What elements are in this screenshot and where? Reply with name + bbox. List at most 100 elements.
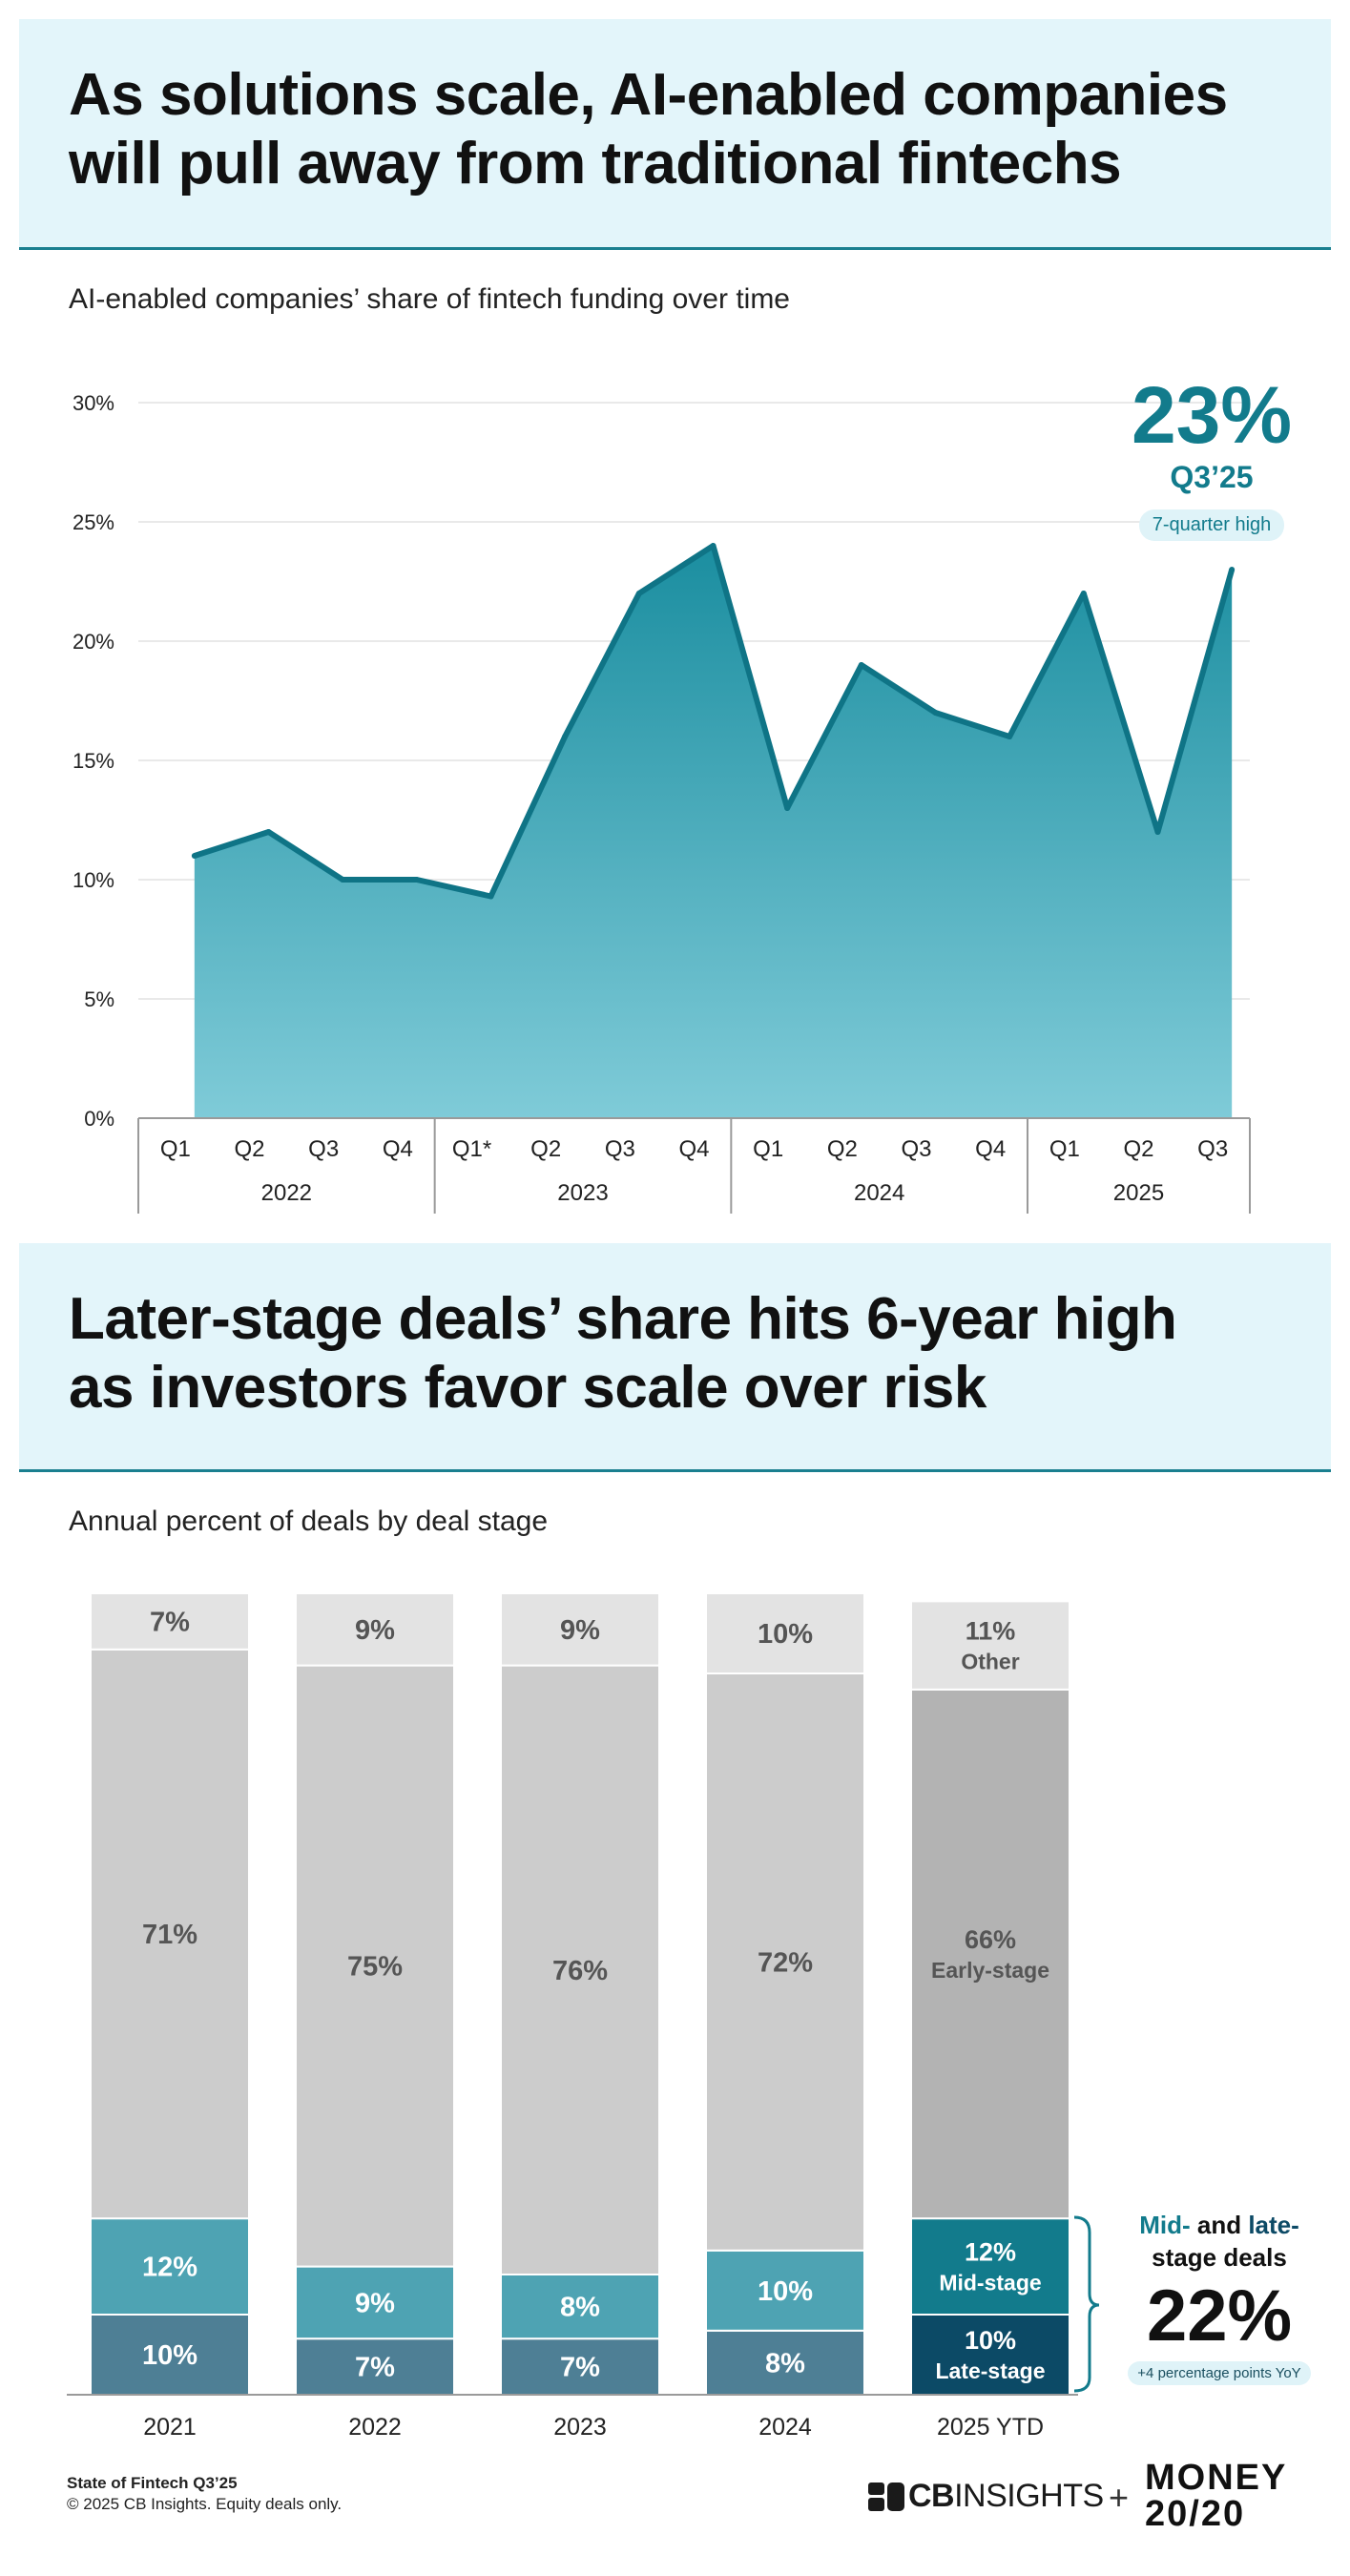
- bar-value-label: 8%: [560, 2293, 600, 2323]
- bar-value-label: 8%: [765, 2348, 805, 2379]
- bar-segment-early-stage: [90, 1648, 250, 2220]
- bar-value-label: 71%: [142, 1920, 197, 1950]
- bar-category-label: 2021: [143, 2414, 197, 2441]
- callout-value-22: 22%: [1146, 2275, 1293, 2357]
- x-tick-label: Q2: [827, 1136, 858, 1162]
- bar-value-label: 66%: [965, 1925, 1016, 1954]
- bar-segment-other: [910, 1600, 1070, 1691]
- data-point: [1007, 734, 1013, 739]
- section2-title: Later-stage deals’ share hits 6-year hig…: [69, 1285, 1177, 1423]
- callout-badge: 7-quarter high: [1138, 509, 1285, 541]
- x-tick-label: Q2: [530, 1136, 561, 1162]
- x-tick-label: Q1*: [452, 1136, 491, 1162]
- footer-copyright: © 2025 CB Insights. Equity deals only.: [67, 2495, 343, 2513]
- bar-value-label: 7%: [355, 2353, 395, 2383]
- bar-category-label: 2023: [553, 2414, 607, 2441]
- bar-segment-early-stage: [910, 1688, 1070, 2220]
- y-tick-label: 30%: [73, 391, 114, 415]
- bar-segment-other: [500, 1592, 660, 1667]
- x-tick-label: Q3: [1197, 1136, 1228, 1162]
- bar-value-label: 9%: [355, 1615, 395, 1646]
- x-group-label: 2024: [854, 1180, 904, 1206]
- money2020-logo: MONEY 20/20: [1145, 2460, 1287, 2532]
- section2-title-line1: Later-stage deals’ share hits 6-year hig…: [69, 1286, 1177, 1352]
- callout-heading: Mid- and late- stage deals: [1105, 2209, 1334, 2274]
- data-point: [635, 591, 642, 596]
- data-point: [858, 662, 864, 668]
- bar-segment-mid-stage: [90, 2217, 250, 2316]
- callout-heading-and: and: [1190, 2211, 1249, 2239]
- data-point: [1154, 829, 1161, 835]
- data-point: [191, 853, 197, 859]
- area-fill: [194, 546, 1233, 1118]
- callout-period: Q3’25: [1170, 460, 1254, 494]
- data-point: [413, 877, 420, 883]
- callout-note: +4 percentage points YoY: [1128, 2361, 1311, 2385]
- data-point: [710, 543, 717, 549]
- bar-category-label: 2022: [348, 2414, 402, 2441]
- x-group-label: 2025: [1113, 1180, 1164, 1206]
- bar-value-label: 75%: [347, 1952, 403, 1983]
- y-tick-label: 10%: [73, 868, 114, 892]
- footer-report: State of Fintech Q3’25: [67, 2474, 238, 2492]
- section1-banner: As solutions scale, AI-enabled companies…: [19, 19, 1331, 250]
- bar-value-label: 9%: [355, 2288, 395, 2318]
- x-tick-label: Q2: [1123, 1136, 1153, 1162]
- y-tick-label: 5%: [84, 987, 114, 1011]
- data-point: [932, 710, 939, 716]
- section2-rule: [19, 1469, 1331, 1472]
- logo-plus: +: [1109, 2478, 1130, 2517]
- q3-2025-callout: 23% Q3’25 7-quarter high: [1107, 372, 1317, 541]
- bar-segment-early-stage: [295, 1664, 455, 2268]
- bar-segment-name: Other: [961, 1650, 1019, 1674]
- deal-stage-bar-chart: 10% 12% 71% 7% 7% 9% 75% 9% 7% 8% 76% 9% 8% 10% 72% 10%…: [67, 1592, 1100, 2441]
- section1-title-line2: will pull away from traditional fintechs: [69, 131, 1122, 197]
- data-point: [1229, 567, 1236, 572]
- section1-rule: [19, 247, 1331, 250]
- bar-value-label: 72%: [758, 1947, 813, 1978]
- bar-value-label: 10%: [758, 1619, 813, 1650]
- bar-segment-other: [705, 1592, 865, 1674]
- mid-late-brace: [1073, 2215, 1100, 2393]
- bar-segment-mid-stage: [705, 2249, 865, 2332]
- bar-value-label: 12%: [142, 2253, 197, 2283]
- section1-subtitle: AI-enabled companies’ share of fintech f…: [69, 283, 790, 315]
- bar-value-label: 7%: [560, 2353, 600, 2383]
- bar-segment-early-stage: [705, 1672, 865, 2252]
- cb-insights-logo-light: INSIGHTS: [954, 2478, 1104, 2514]
- x-tick-label: Q4: [678, 1136, 709, 1162]
- bar-value-label: 10%: [965, 2326, 1016, 2355]
- footer-source: State of Fintech Q3’25 © 2025 CB Insight…: [67, 2473, 342, 2515]
- x-tick-label: Q3: [605, 1136, 635, 1162]
- x-tick-label: Q3: [308, 1136, 339, 1162]
- bar-segment-name: Late-stage: [935, 2358, 1045, 2383]
- bar-value-label: 7%: [150, 1607, 190, 1637]
- cb-insights-mark-icon: [868, 2482, 904, 2511]
- y-tick-label: 25%: [73, 510, 114, 534]
- x-tick-label: Q1: [1049, 1136, 1080, 1162]
- x-tick-label: Q3: [901, 1136, 931, 1162]
- x-tick-label: Q4: [975, 1136, 1006, 1162]
- bar-segment-late-stage: [90, 2314, 250, 2396]
- bar-segment-other: [295, 1592, 455, 1667]
- cb-insights-logo: CB INSIGHTS: [868, 2478, 1104, 2515]
- y-tick-label: 0%: [84, 1107, 114, 1131]
- x-tick-label: Q1: [753, 1136, 783, 1162]
- money2020-line2: 20/20: [1145, 2494, 1246, 2534]
- bar-segment-name: Early-stage: [931, 1958, 1049, 1983]
- x-group-label: 2022: [261, 1180, 312, 1206]
- bar-value-label: 76%: [552, 1956, 608, 1986]
- callout-heading-late: late-: [1248, 2211, 1299, 2239]
- bar-value-label: 11%: [966, 1617, 1016, 1646]
- cb-insights-logo-bold: CB: [908, 2478, 955, 2514]
- data-point: [784, 805, 791, 811]
- bar-segment-other: [90, 1592, 250, 1651]
- mid-late-callout: Mid- and late- stage deals 22% +4 percen…: [1105, 2209, 1334, 2385]
- y-tick-label: 15%: [73, 749, 114, 773]
- bar-value-label: 10%: [142, 2340, 197, 2371]
- y-tick-label: 20%: [73, 630, 114, 654]
- bar-segment-late-stage: [500, 2337, 660, 2397]
- bar-category-label: 2025 YTD: [937, 2414, 1044, 2441]
- bar-category-label: 2024: [758, 2414, 812, 2441]
- callout-heading-line2: stage deals: [1152, 2243, 1287, 2272]
